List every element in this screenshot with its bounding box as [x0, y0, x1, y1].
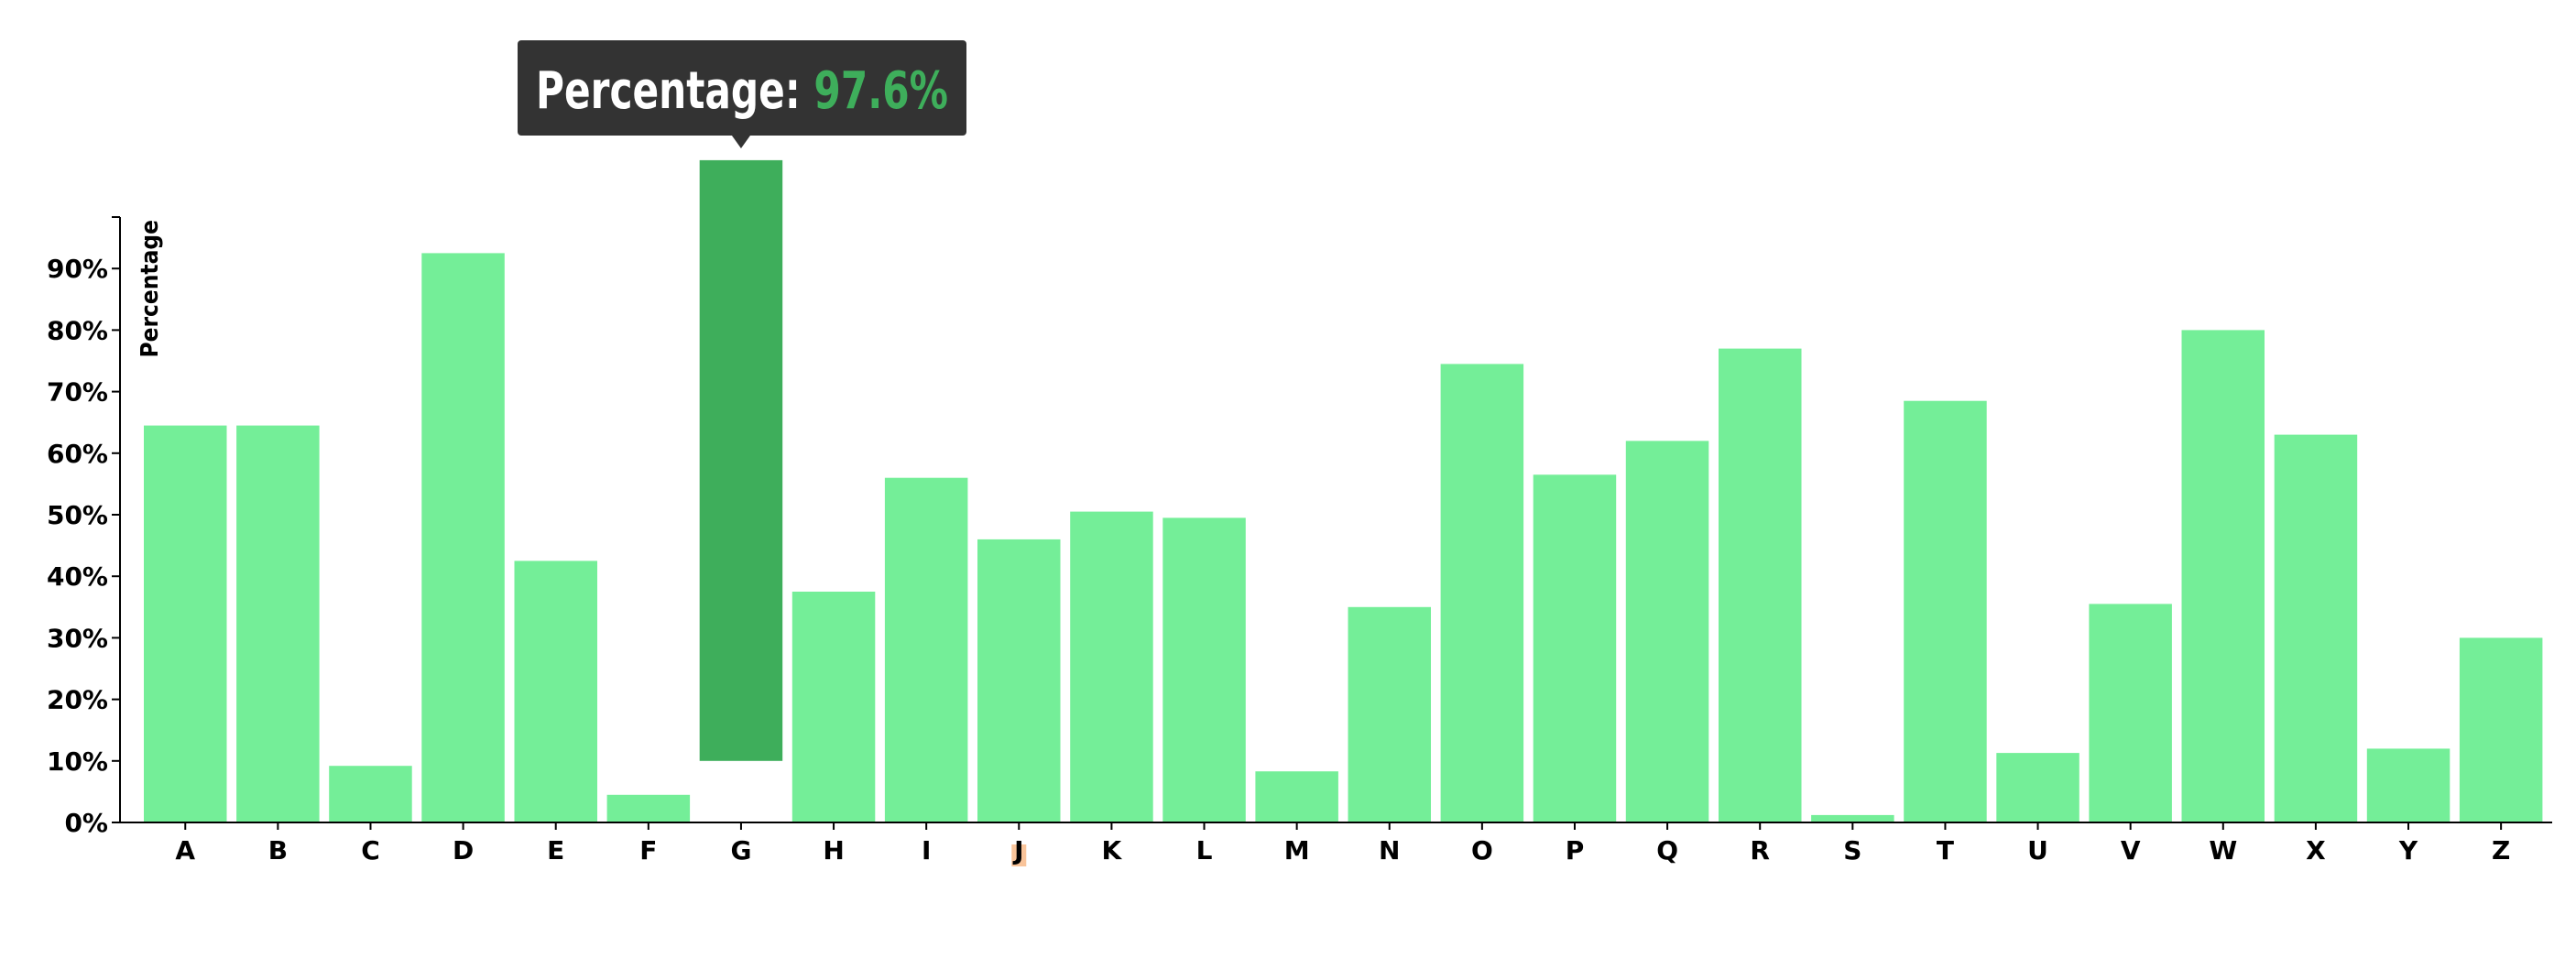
x-tick-label-u: U [2027, 835, 2048, 866]
bar-m[interactable] [1255, 771, 1338, 822]
bar-i[interactable] [884, 477, 968, 822]
x-tick-label-n: N [1379, 835, 1400, 866]
y-tick-label: 0% [64, 808, 108, 838]
y-tick-label: 20% [47, 685, 108, 715]
bar-e[interactable] [514, 561, 598, 822]
y-tick-label: 10% [47, 746, 108, 777]
y-tick-label: 40% [47, 561, 108, 592]
x-tick-label-x: X [2306, 835, 2326, 866]
tooltip-value: 97.6% [813, 61, 948, 121]
x-tick-label-t: T [1937, 835, 1954, 866]
x-tick-label-i: I [922, 835, 931, 866]
tooltip-background [518, 40, 966, 136]
x-tick-label-q: Q [1656, 835, 1678, 866]
x-tick-label-d: D [453, 835, 474, 866]
x-tick-highlight [1011, 844, 1027, 866]
x-tick-label-y: Y [2398, 835, 2418, 866]
bar-a[interactable] [144, 425, 227, 822]
y-tick-label: 60% [47, 439, 108, 469]
x-tick-label-a: A [175, 835, 195, 866]
bar-h[interactable] [791, 592, 876, 822]
bar-b[interactable] [236, 425, 320, 822]
y-tick-label: 70% [47, 377, 108, 408]
y-axis-title: Percentage [136, 220, 164, 358]
x-tick-label-p: P [1566, 835, 1585, 866]
x-tick-label-w: W [2209, 835, 2237, 866]
tooltip-label: Percentage: [536, 61, 813, 121]
x-tick-label-e: E [547, 835, 564, 866]
y-tick-label: 50% [47, 500, 108, 530]
x-tick-label-k: K [1102, 835, 1123, 866]
bar-t[interactable] [1904, 400, 1987, 822]
x-tick-label-z: Z [2492, 835, 2510, 866]
y-tick-label: 90% [47, 254, 108, 284]
axes-group: Percentage 0% 10% 20% 30% 40% 50% 60% 70% 80% 90%… [47, 216, 2552, 866]
bars-group [144, 159, 2543, 823]
x-tick-label-c: C [361, 835, 380, 866]
x-tick-label-o: O [1471, 835, 1493, 866]
bar-g[interactable] [699, 159, 783, 761]
bar-c[interactable] [329, 766, 412, 822]
bar-p[interactable] [1533, 474, 1617, 822]
bar-n[interactable] [1348, 606, 1432, 822]
x-tick-label-b: B [268, 835, 288, 866]
tooltip: Percentage: 97.6% [518, 40, 966, 148]
bar-d[interactable] [421, 253, 505, 822]
bar-j[interactable] [977, 539, 1061, 822]
x-tick-label-g: G [730, 835, 751, 866]
tooltip-text: Percentage: 97.6% [536, 61, 948, 121]
x-tick-label-l: L [1196, 835, 1213, 866]
bar-o[interactable] [1440, 364, 1524, 822]
y-tick-label: 80% [47, 315, 108, 345]
x-tick-label-m: M [1284, 835, 1310, 866]
x-tick-label-r: R [1750, 835, 1770, 866]
bar-l[interactable] [1162, 517, 1246, 822]
bar-s[interactable] [1811, 814, 1894, 822]
x-tick-label-v: V [2121, 835, 2141, 866]
bar-x[interactable] [2274, 434, 2358, 822]
bar-q[interactable] [1625, 441, 1709, 822]
bar-w[interactable] [2181, 330, 2265, 822]
x-tick-label-s: S [1843, 835, 1861, 866]
bar-f[interactable] [606, 794, 691, 822]
bar-v[interactable] [2089, 604, 2172, 822]
tooltip-arrow [731, 136, 750, 148]
x-tick-label-h: H [823, 835, 844, 866]
x-tick-label-j: J [1012, 835, 1023, 866]
bar-k[interactable] [1070, 511, 1153, 822]
bar-u[interactable] [1996, 753, 2079, 822]
bar-y[interactable] [2366, 748, 2450, 822]
x-tick-label-f: F [639, 835, 657, 866]
y-tick-label: 30% [47, 623, 108, 653]
bar-z[interactable] [2459, 637, 2543, 822]
bar-r[interactable] [1719, 348, 1802, 823]
